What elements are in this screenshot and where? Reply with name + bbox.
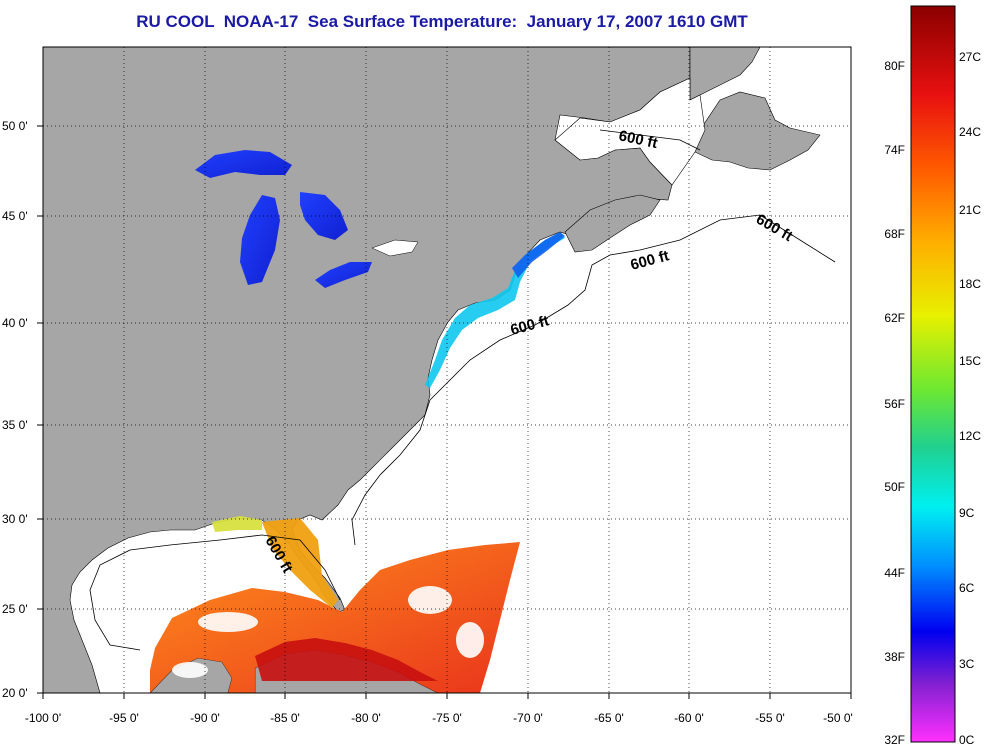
atlantic-coastal-sst	[425, 232, 565, 388]
lake-superior	[195, 150, 292, 178]
lon-label: -100 0'	[25, 711, 61, 725]
isobath-600ft-atlantic	[429, 214, 836, 401]
graticule	[43, 47, 851, 693]
colorbar-f-label: 50F	[884, 480, 905, 494]
colorbar-f-label: 68F	[884, 227, 905, 241]
gulf-sst-swath	[150, 542, 520, 693]
lon-label: -50 0'	[823, 711, 853, 725]
colorbar: 80F 74F 68F 62F 56F 50F 44F 38F 32F 27C …	[884, 5, 981, 747]
colorbar-f-label: 44F	[884, 566, 905, 580]
colorbar-c-label: 21C	[959, 203, 981, 217]
lon-label: -90 0'	[190, 711, 220, 725]
lon-label: -65 0'	[594, 711, 624, 725]
isobath-600ft-gulf	[89, 534, 341, 651]
map-plot-area	[42, 46, 852, 694]
lon-label: -75 0'	[432, 711, 462, 725]
lake-erie	[315, 262, 372, 288]
colorbar-c-label: 9C	[959, 506, 975, 520]
lon-label: -85 0'	[270, 711, 300, 725]
newfoundland-land	[694, 91, 821, 171]
panhandle-shelf-sst	[212, 516, 262, 532]
gulf-of-maine-sst	[512, 232, 565, 278]
lake-ontario	[371, 239, 419, 257]
isobath-600ft-southeast	[351, 399, 431, 546]
lon-label: -70 0'	[513, 711, 543, 725]
latitude-labels: 50 0' 45 0' 40 0' 35 0' 30 0' 25 0' 20 0…	[2, 119, 28, 700]
isobath-600ft-gslawrence	[599, 129, 701, 151]
nova-scotia-land	[564, 194, 661, 253]
colorbar-f-label: 56F	[884, 397, 905, 411]
lat-label: 25 0'	[2, 602, 28, 616]
colorbar-c-label: 3C	[959, 657, 975, 671]
colorbar-f-label: 38F	[884, 650, 905, 664]
lat-label: 20 0'	[2, 686, 28, 700]
colorbar-f-label: 62F	[884, 311, 905, 325]
lat-label: 45 0'	[2, 209, 28, 223]
colorbar-c-label: 0C	[959, 733, 975, 747]
lon-label: -55 0'	[755, 711, 785, 725]
colorbar-f-label: 74F	[884, 143, 905, 157]
colorbar-c-label: 15C	[959, 354, 981, 368]
colorbar-c-label: 18C	[959, 277, 981, 291]
lat-label: 30 0'	[2, 512, 28, 526]
lat-label: 40 0'	[2, 316, 28, 330]
longitude-labels: -100 0' -95 0' -90 0' -85 0' -80 0' -75 …	[25, 711, 853, 725]
colorbar-c-label: 27C	[959, 50, 981, 64]
lon-label: -60 0'	[674, 711, 704, 725]
florida-shelf-sst	[262, 518, 338, 608]
colorbar-c-label: 6C	[959, 581, 975, 595]
gulf-of-st-lawrence	[554, 77, 706, 186]
axis-ticks	[37, 125, 852, 699]
lat-label: 35 0'	[2, 418, 28, 432]
gulf-sst-warm-core	[255, 638, 438, 681]
lake-michigan	[240, 195, 280, 285]
lat-label: 50 0'	[2, 119, 28, 133]
colorbar-f-label: 32F	[884, 733, 905, 747]
map-title: RU COOL NOAA-17 Sea Surface Temperature:…	[136, 12, 748, 31]
lon-label: -80 0'	[351, 711, 381, 725]
colorbar-f-label: 80F	[884, 59, 905, 73]
colorbar-c-label: 24C	[959, 125, 981, 139]
lon-label: -95 0'	[109, 711, 139, 725]
colorbar-c-label: 12C	[959, 429, 981, 443]
colorbar-scale	[910, 5, 956, 743]
